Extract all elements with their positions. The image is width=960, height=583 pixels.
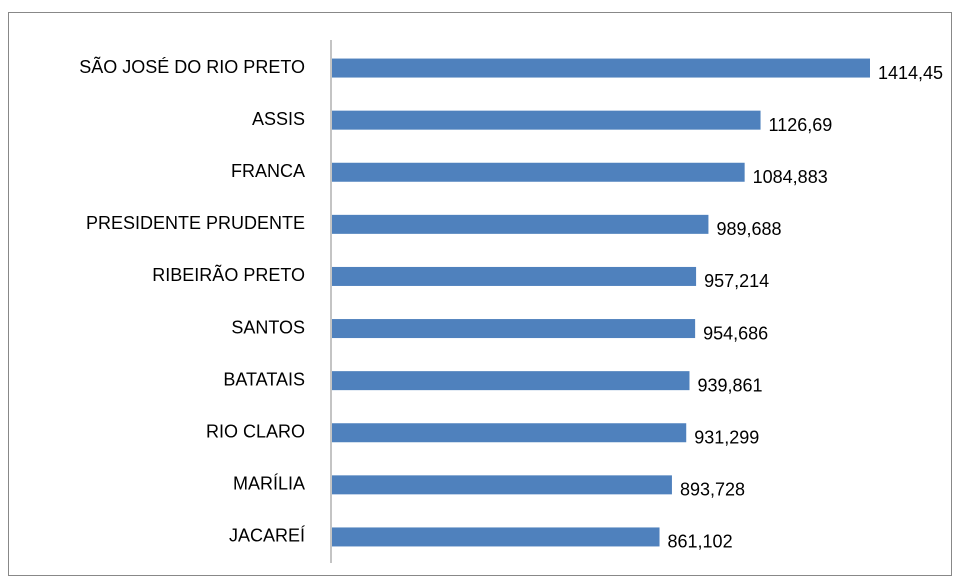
- value-label: 939,861: [697, 375, 762, 395]
- value-label: 1126,69: [769, 115, 833, 135]
- value-label: 1084,883: [753, 167, 828, 187]
- category-label: SANTOS: [231, 317, 305, 337]
- category-label: RIO CLARO: [206, 422, 305, 442]
- category-label: ASSIS: [252, 109, 305, 129]
- value-label: 931,299: [694, 428, 759, 448]
- value-label: 893,728: [680, 480, 745, 500]
- bar: [332, 475, 672, 495]
- value-label: 861,102: [668, 532, 733, 552]
- bar: [332, 319, 696, 339]
- value-label: 989,688: [716, 219, 781, 239]
- bar: [332, 423, 687, 443]
- bar: [332, 266, 697, 286]
- category-label: JACAREÍ: [229, 526, 305, 546]
- bar: [332, 162, 745, 182]
- bar: [332, 371, 690, 391]
- category-label: MARÍLIA: [233, 474, 305, 494]
- value-label: 1414,45: [878, 63, 943, 83]
- category-label: BATATAIS: [223, 369, 305, 389]
- value-label: 957,214: [704, 271, 769, 291]
- bar: [332, 527, 660, 547]
- category-label: FRANCA: [231, 161, 305, 181]
- category-label: SÃO JOSÉ DO RIO PRETO: [79, 56, 305, 77]
- bar: [332, 58, 870, 78]
- bar: [332, 110, 761, 130]
- category-label: RIBEIRÃO PRETO: [152, 264, 305, 285]
- category-label: PRESIDENTE PRUDENTE: [86, 213, 305, 233]
- bar: [332, 214, 709, 234]
- value-label: 954,686: [703, 323, 768, 343]
